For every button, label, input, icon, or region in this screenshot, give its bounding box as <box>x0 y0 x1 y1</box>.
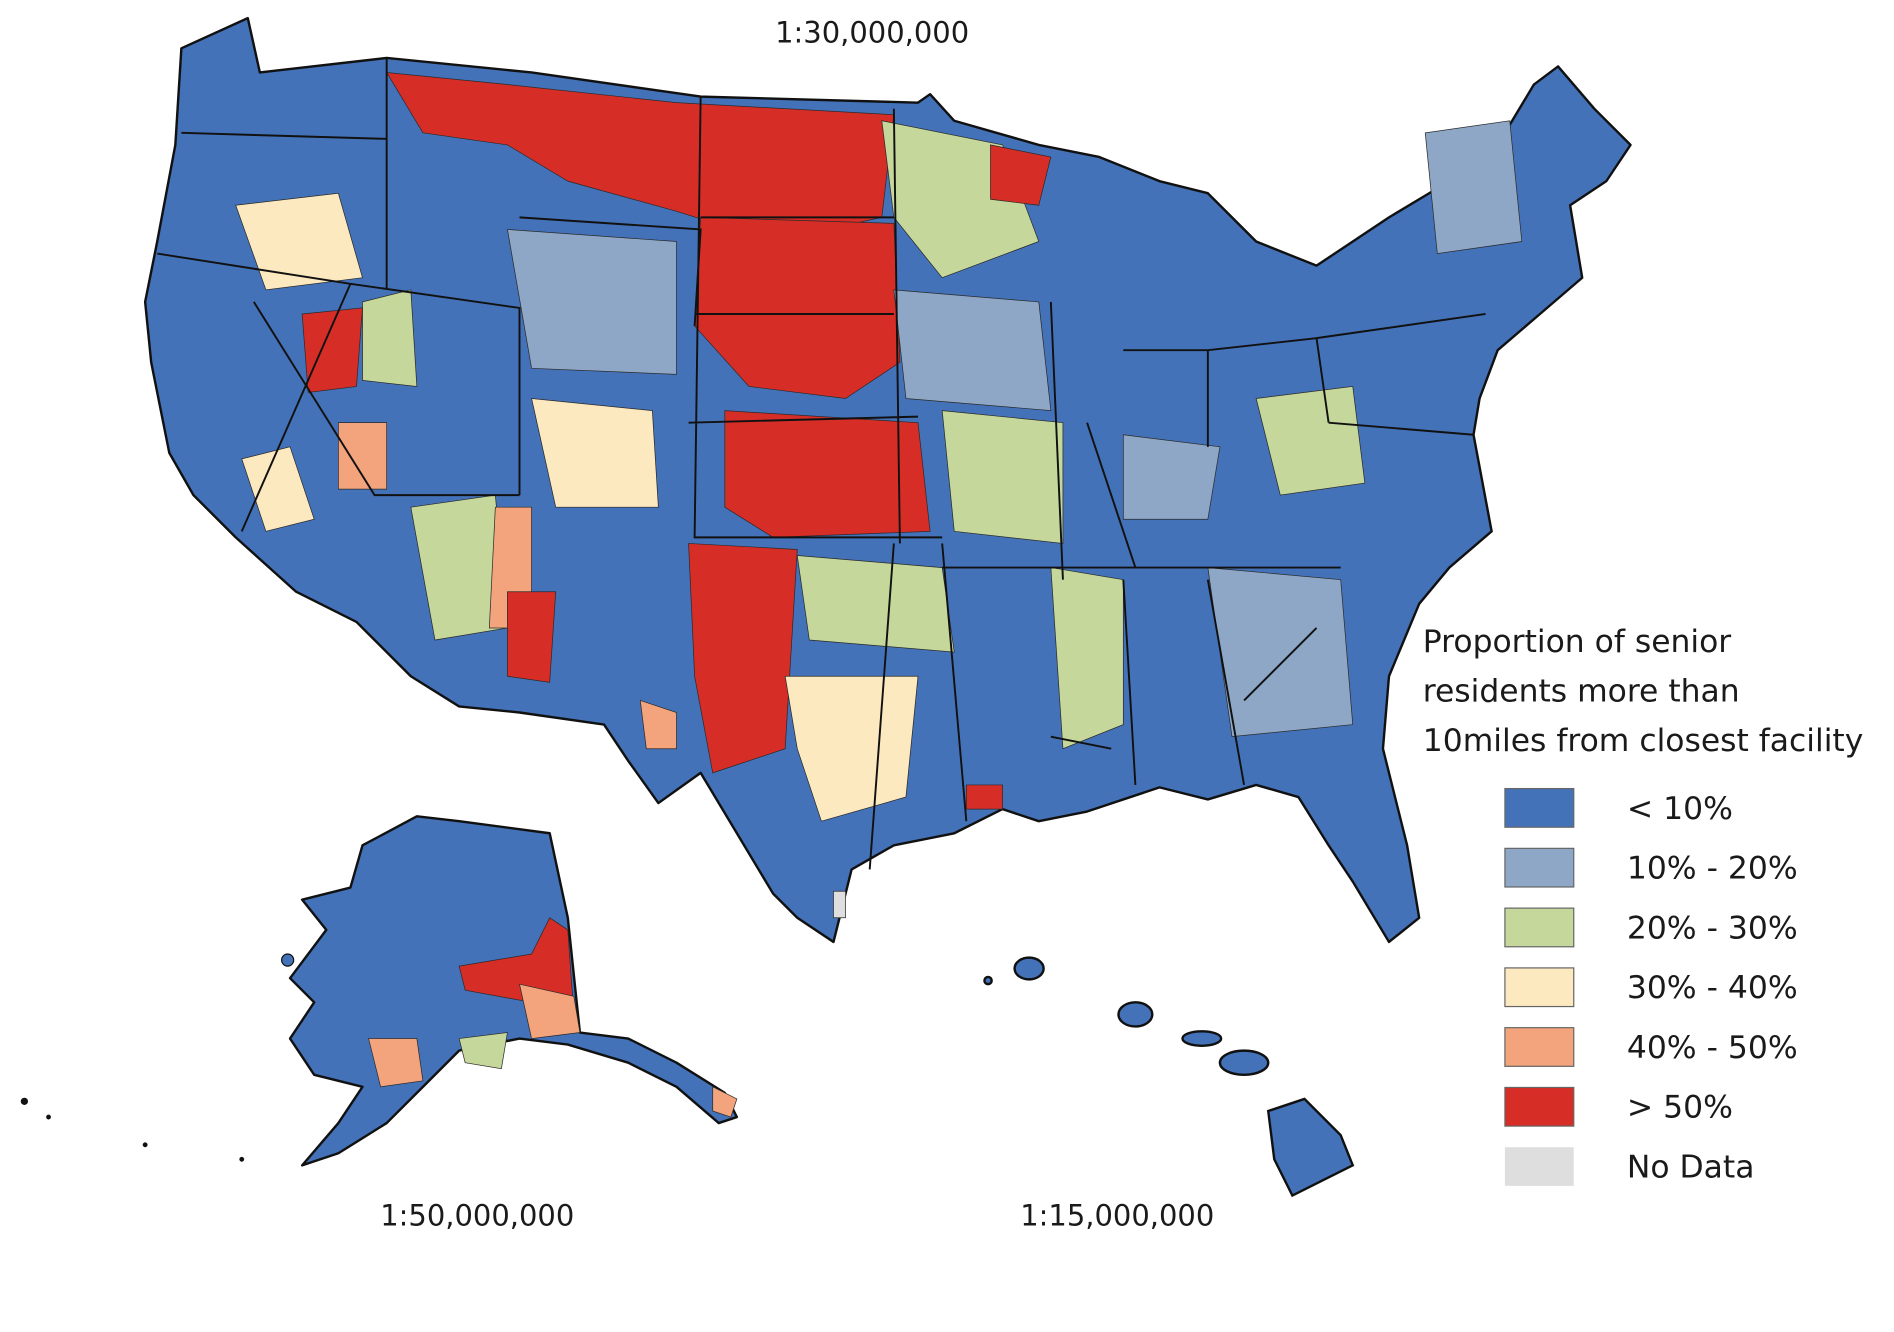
legend-swatch <box>1504 1086 1575 1127</box>
legend-label: > 50% <box>1627 1090 1733 1126</box>
hawaii-scale-label: 1:15,000,000 <box>1020 1199 1214 1233</box>
legend-swatch <box>1504 967 1575 1008</box>
legend-swatch <box>1504 1027 1575 1067</box>
legend-swatch <box>1504 1147 1574 1186</box>
legend-label: 30% - 40% <box>1627 970 1798 1006</box>
state-borders <box>157 57 1486 870</box>
legend-swatch <box>1504 847 1575 888</box>
legend-title-line-3: 10miles from closest facility <box>1423 723 1864 759</box>
no-data-county <box>833 890 846 919</box>
alaska-scale-label: 1:50,000,000 <box>380 1199 574 1233</box>
legend-label: No Data <box>1627 1149 1755 1185</box>
legend-label: 20% - 30% <box>1627 910 1798 946</box>
legend-label: 40% - 50% <box>1627 1030 1798 1066</box>
legend-title-line-1: Proportion of senior <box>1423 624 1732 660</box>
hawaii-map <box>983 956 1355 1198</box>
legend-title-line-2: residents more than <box>1423 674 1740 710</box>
legend-swatch <box>1504 787 1575 828</box>
legend-swatch <box>1504 907 1575 948</box>
legend-label: 10% - 20% <box>1627 851 1798 887</box>
legend-label: < 10% <box>1627 791 1733 827</box>
alaska-map <box>20 815 739 1167</box>
legend: Proportion of senior residents more than… <box>1423 624 1864 1186</box>
county-clusters <box>235 72 1523 822</box>
conus-scale-label: 1:30,000,000 <box>775 15 969 49</box>
conus-map <box>143 16 1632 944</box>
